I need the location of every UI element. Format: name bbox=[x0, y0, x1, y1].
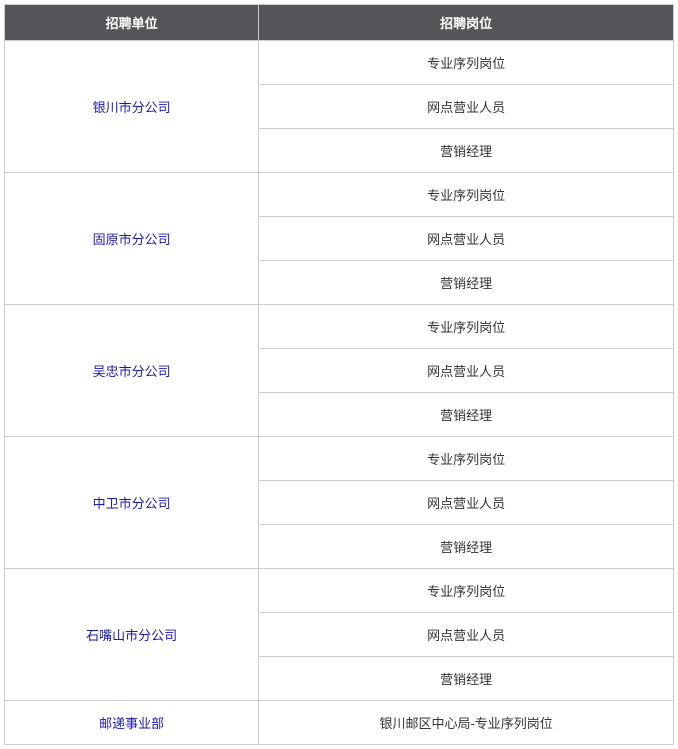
position-cell: 营销经理 bbox=[259, 261, 674, 305]
position-cell: 营销经理 bbox=[259, 525, 674, 569]
org-cell[interactable]: 银川市分公司 bbox=[5, 41, 259, 173]
table-row: 固原市分公司专业序列岗位 bbox=[5, 173, 674, 217]
header-pos: 招聘岗位 bbox=[259, 5, 674, 41]
position-cell: 网点营业人员 bbox=[259, 217, 674, 261]
table-row: 石嘴山市分公司专业序列岗位 bbox=[5, 569, 674, 613]
org-cell[interactable]: 石嘴山市分公司 bbox=[5, 569, 259, 701]
table-row: 吴忠市分公司专业序列岗位 bbox=[5, 305, 674, 349]
header-org: 招聘单位 bbox=[5, 5, 259, 41]
position-cell: 营销经理 bbox=[259, 657, 674, 701]
org-cell[interactable]: 邮递事业部 bbox=[5, 701, 259, 745]
org-cell[interactable]: 吴忠市分公司 bbox=[5, 305, 259, 437]
table-row: 邮递事业部银川邮区中心局-专业序列岗位 bbox=[5, 701, 674, 745]
position-cell: 营销经理 bbox=[259, 393, 674, 437]
position-cell: 专业序列岗位 bbox=[259, 305, 674, 349]
position-cell: 网点营业人员 bbox=[259, 481, 674, 525]
position-cell: 银川邮区中心局-专业序列岗位 bbox=[259, 701, 674, 745]
table-header-row: 招聘单位 招聘岗位 bbox=[5, 5, 674, 41]
position-cell: 网点营业人员 bbox=[259, 613, 674, 657]
position-cell: 营销经理 bbox=[259, 129, 674, 173]
position-cell: 专业序列岗位 bbox=[259, 569, 674, 613]
position-cell: 专业序列岗位 bbox=[259, 437, 674, 481]
recruitment-table: 招聘单位 招聘岗位 银川市分公司专业序列岗位网点营业人员营销经理固原市分公司专业… bbox=[4, 4, 674, 745]
position-cell: 专业序列岗位 bbox=[259, 173, 674, 217]
table-row: 银川市分公司专业序列岗位 bbox=[5, 41, 674, 85]
org-cell[interactable]: 中卫市分公司 bbox=[5, 437, 259, 569]
position-cell: 网点营业人员 bbox=[259, 85, 674, 129]
org-cell[interactable]: 固原市分公司 bbox=[5, 173, 259, 305]
position-cell: 网点营业人员 bbox=[259, 349, 674, 393]
table-row: 中卫市分公司专业序列岗位 bbox=[5, 437, 674, 481]
position-cell: 专业序列岗位 bbox=[259, 41, 674, 85]
